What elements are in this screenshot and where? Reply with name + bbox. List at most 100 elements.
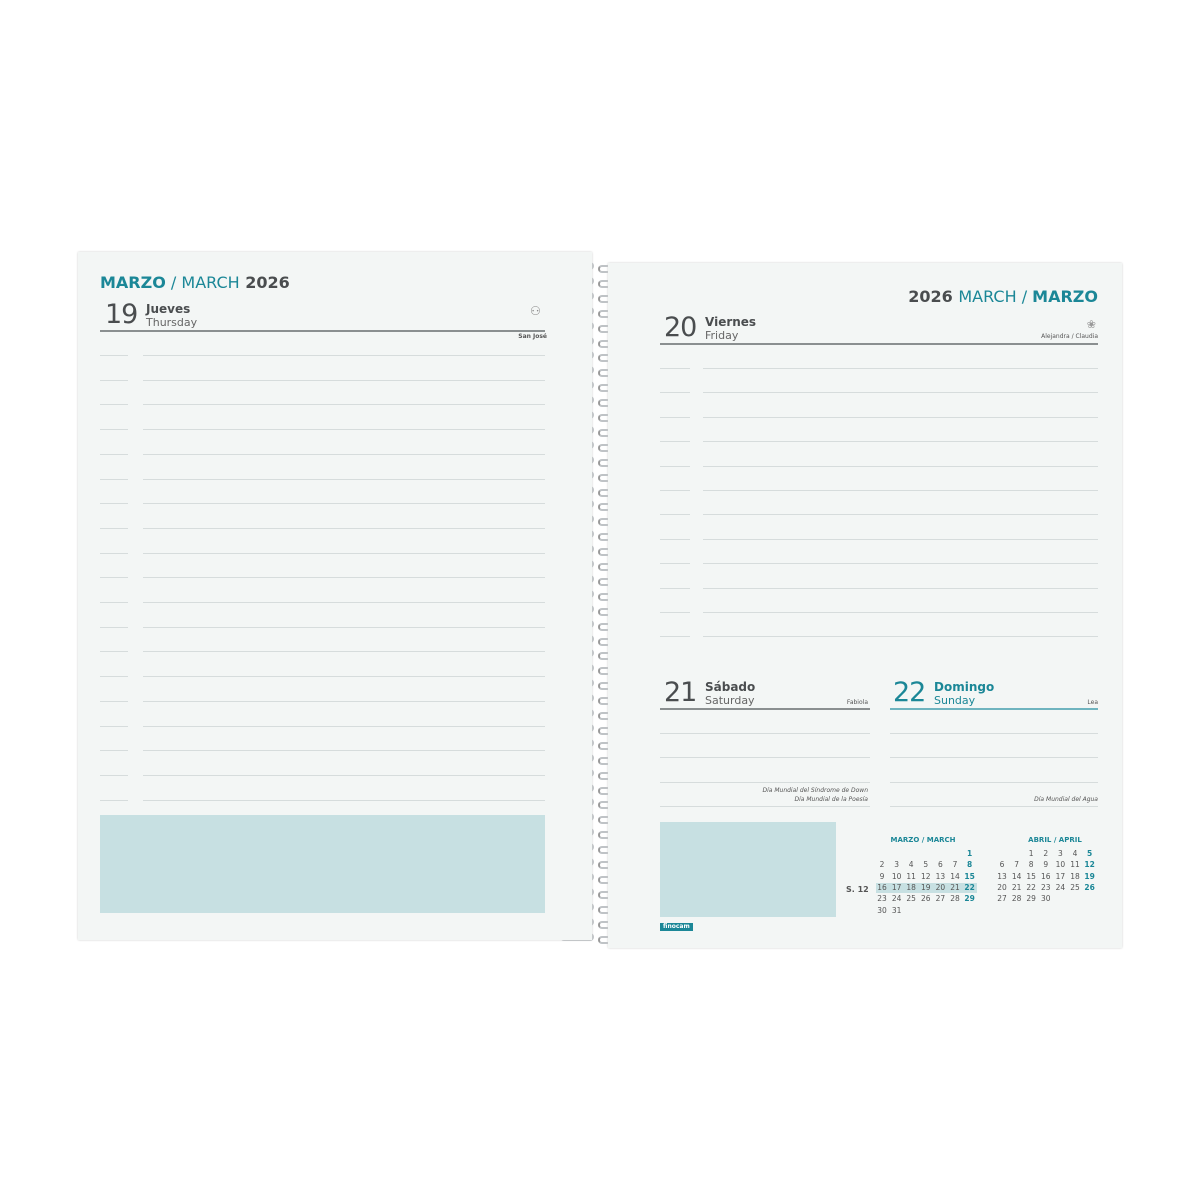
saint-name: San José xyxy=(518,333,547,340)
month-header: MARZO / MARCH 2026 xyxy=(100,273,290,292)
writing-line xyxy=(660,757,870,758)
day-number: 21 xyxy=(664,677,697,708)
month-es: MARZO xyxy=(1032,287,1098,306)
writing-line xyxy=(660,465,690,467)
writing-line xyxy=(100,503,128,505)
month-es: MARZO xyxy=(100,273,166,292)
calendar-day: 26 xyxy=(1084,882,1095,892)
calendar-day: 30 xyxy=(877,905,887,915)
writing-line xyxy=(703,465,1098,467)
brand-logo: finocam xyxy=(660,923,693,931)
writing-line xyxy=(660,490,690,491)
writing-line xyxy=(660,368,690,369)
right-page: 2026 MARCH / MARZO 20 Viernes Friday ❀ A… xyxy=(608,263,1122,948)
day-header-rule xyxy=(100,330,545,332)
writing-line xyxy=(143,651,545,653)
writing-line xyxy=(100,577,128,579)
calendar-day: 29 xyxy=(1026,894,1036,904)
writing-line xyxy=(703,490,1098,491)
calendar-day: 7 xyxy=(1014,860,1019,870)
calendar-day: 15 xyxy=(964,871,975,881)
writing-line xyxy=(660,587,690,589)
day-name-es: Jueves xyxy=(146,302,191,316)
writing-line xyxy=(143,453,545,455)
calendar-day: 15 xyxy=(1026,871,1036,881)
calendar-day: 24 xyxy=(891,894,902,904)
event: Día Mundial del Síndrome de Down xyxy=(762,787,868,794)
calendar-day: 10 xyxy=(891,871,902,881)
day-number: 20 xyxy=(664,312,697,343)
calendar-day: 5 xyxy=(923,860,929,870)
calendar-day: 6 xyxy=(938,860,943,870)
writing-line xyxy=(660,636,690,638)
left-page: MARZO / MARCH 2026 19 Jueves Thursday ⚇ … xyxy=(78,252,592,940)
writing-line xyxy=(143,527,545,529)
calendar-day: 10 xyxy=(1055,860,1066,870)
day-name-en: Thursday xyxy=(146,316,198,329)
calendar-day: 17 xyxy=(1055,871,1066,881)
writing-line xyxy=(660,733,870,734)
writing-line xyxy=(660,612,690,613)
mini-calendar-title: ABRIL / APRIL xyxy=(1028,836,1082,844)
calendar-day: 17 xyxy=(891,882,902,892)
week-label: S. 12 xyxy=(846,885,869,894)
day-name-en: Saturday xyxy=(705,694,755,707)
writing-line xyxy=(100,552,128,554)
calendar-day: 8 xyxy=(1028,860,1034,870)
calendar-day: 16 xyxy=(877,882,887,892)
writing-line xyxy=(100,676,128,678)
calendar-day: 31 xyxy=(891,905,902,915)
year: 2026 xyxy=(908,287,959,306)
calendar-day: 22 xyxy=(1026,882,1036,892)
writing-line xyxy=(660,514,690,516)
writing-line xyxy=(100,379,128,381)
writing-line xyxy=(660,416,690,418)
calendar-day: 6 xyxy=(999,860,1005,870)
writing-line xyxy=(703,514,1098,516)
writing-line xyxy=(100,602,128,603)
calendar-day: 28 xyxy=(950,894,960,904)
writing-line xyxy=(100,478,128,480)
calendar-day: 27 xyxy=(997,894,1007,904)
mini-calendar-title: MARZO / MARCH xyxy=(890,836,956,844)
writing-line xyxy=(143,774,545,776)
day-name-en: Friday xyxy=(705,329,739,342)
writing-line xyxy=(100,651,128,653)
calendar-day: 9 xyxy=(879,871,885,881)
flower-icon: ❀ xyxy=(1086,318,1096,331)
notes-box[interactable] xyxy=(660,822,836,917)
writing-line xyxy=(660,441,690,443)
day-header-rule xyxy=(660,343,1098,345)
writing-line xyxy=(100,453,128,455)
writing-line xyxy=(890,733,1098,734)
person-icon: ⚇ xyxy=(530,304,541,318)
calendar-day: 4 xyxy=(908,860,914,870)
writing-line xyxy=(143,552,545,554)
calendar-day: 3 xyxy=(1058,849,1063,858)
writing-line xyxy=(143,404,545,406)
calendar-day: 23 xyxy=(877,894,887,904)
writing-line xyxy=(143,750,545,752)
day-name-es: Sábado xyxy=(705,680,756,694)
calendar-day: 12 xyxy=(921,871,931,881)
day-header-rule xyxy=(660,708,870,710)
calendar-day: 18 xyxy=(906,882,916,892)
writing-line xyxy=(703,368,1098,369)
writing-line xyxy=(143,379,545,381)
writing-line xyxy=(660,806,870,807)
writing-line xyxy=(703,538,1098,540)
sep: / xyxy=(165,273,182,292)
calendar-day: 8 xyxy=(966,860,973,870)
calendar-day: 19 xyxy=(1084,871,1095,881)
saint-name: Lea xyxy=(1087,699,1098,706)
day-number: 19 xyxy=(105,299,138,330)
calendar-day: 30 xyxy=(1041,894,1051,904)
calendar-day: 24 xyxy=(1055,882,1066,892)
calendar-day: 3 xyxy=(894,860,899,870)
notes-box[interactable] xyxy=(100,815,545,913)
sep: / xyxy=(1016,287,1033,306)
day-header-rule xyxy=(890,708,1098,710)
calendar-day: 2 xyxy=(1043,849,1049,858)
writing-line xyxy=(100,700,128,702)
writing-line xyxy=(660,563,690,565)
